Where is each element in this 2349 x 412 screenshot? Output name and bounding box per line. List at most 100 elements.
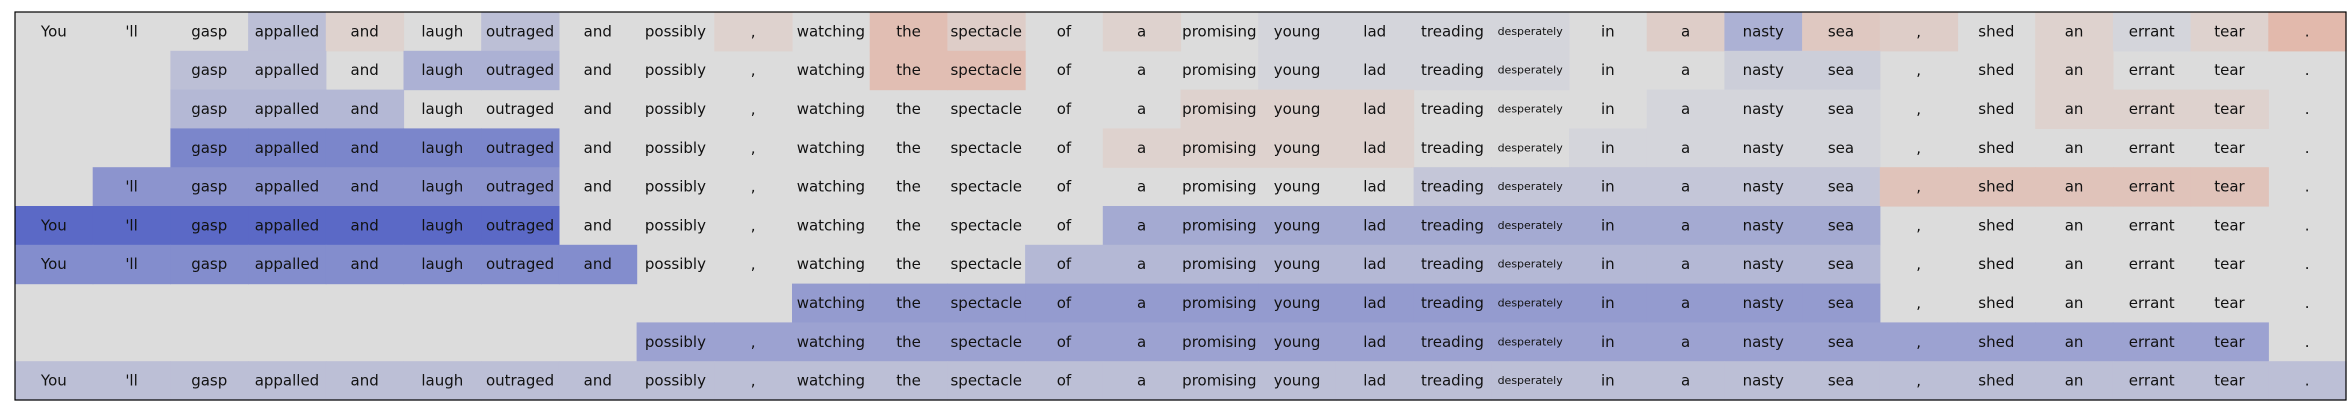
- token-label-r1-c4: and: [351, 61, 379, 79]
- token-label-r9-c1: 'll: [125, 372, 137, 390]
- token-label-r8-c17: lad: [1363, 333, 1386, 351]
- token-label-r3-c18: treading: [1421, 139, 1484, 157]
- heatmap-cell-r9-c20: [1569, 361, 1648, 401]
- token-label-r5-c7: and: [584, 216, 612, 234]
- token-label-r9-c29: .: [2305, 372, 2310, 390]
- token-label-r8-c27: errant: [2129, 333, 2175, 351]
- heatmap-cell-r3-c4: [325, 128, 405, 168]
- token-label-r9-c3: appalled: [255, 372, 320, 390]
- heatmap-cells: [15, 12, 2347, 401]
- token-label-r9-c10: watching: [797, 372, 865, 390]
- token-label-r2-c12: spectacle: [950, 100, 1022, 118]
- heatmap-cell-r4-c23: [1802, 167, 1881, 207]
- token-label-r3-c28: tear: [2214, 139, 2245, 157]
- token-label-r0-c26: an: [2065, 22, 2084, 40]
- heatmap-cell-r1-c22: [1724, 50, 1803, 91]
- heatmap-cell-r7-c10: [792, 283, 871, 323]
- token-label-r1-c19: desperately: [1498, 64, 1564, 77]
- heatmap-cell-r6-c20: [1569, 244, 1648, 285]
- heatmap-cell-r0-c22: [1724, 12, 1803, 52]
- heatmap-cell-r0-c9: [714, 12, 793, 52]
- token-label-r3-c25: shed: [1978, 139, 2014, 157]
- token-label-r5-c13: of: [1057, 216, 1072, 234]
- token-label-r6-c9: ,: [751, 255, 756, 273]
- token-label-r1-c16: young: [1274, 61, 1321, 79]
- token-label-r1-c5: laugh: [421, 61, 463, 79]
- heatmap-cell-r1-c19: [1491, 50, 1570, 91]
- heatmap-cell-r9-c24: [1879, 361, 1959, 401]
- heatmap-cell-r6-c3: [248, 244, 327, 285]
- token-label-r2-c9: ,: [751, 100, 756, 118]
- token-label-r2-c26: an: [2065, 100, 2084, 118]
- token-label-r8-c23: sea: [1828, 333, 1854, 351]
- heatmap-cell-r6-c14: [1102, 244, 1182, 285]
- heatmap-cell-r0-c23: [1802, 12, 1881, 52]
- heatmap-cell-r7-c20: [1569, 283, 1648, 323]
- token-label-r0-c22: nasty: [1743, 22, 1784, 40]
- token-label-r2-c27: errant: [2129, 100, 2175, 118]
- heatmap-cell-r1-c16: [1258, 50, 1337, 91]
- heatmap-cell-r5-c15: [1180, 206, 1259, 246]
- token-label-r6-c21: a: [1681, 255, 1690, 273]
- token-label-r7-c11: the: [896, 294, 921, 312]
- heatmap-cell-r0-c4: [325, 12, 405, 52]
- token-label-r9-c7: and: [584, 372, 612, 390]
- token-label-r7-c28: tear: [2214, 294, 2245, 312]
- heatmap-cell-r9-c25: [1957, 361, 2036, 401]
- token-label-r7-c10: watching: [797, 294, 865, 312]
- token-label-r4-c24: ,: [1916, 178, 1921, 196]
- heatmap-cell-r9-c18: [1413, 361, 1492, 401]
- token-label-r8-c25: shed: [1978, 333, 2014, 351]
- token-label-r0-c20: in: [1601, 22, 1615, 40]
- heatmap-cell-r0-c19: [1491, 12, 1570, 52]
- token-label-r8-c13: of: [1057, 333, 1072, 351]
- token-label-r8-c26: an: [2065, 333, 2084, 351]
- heatmap-cell-r9-c6: [481, 361, 560, 401]
- token-label-r3-c16: young: [1274, 139, 1321, 157]
- token-label-r0-c10: watching: [797, 22, 865, 40]
- heatmap-cell-r1-c6: [481, 50, 560, 91]
- heatmap-cell-r1-c2: [170, 50, 249, 91]
- token-label-r7-c12: spectacle: [950, 294, 1022, 312]
- heatmap-cell-r4-c6: [481, 167, 560, 207]
- token-label-r6-c11: the: [896, 255, 921, 273]
- token-label-r5-c0: You: [40, 216, 67, 234]
- heatmap-cell-r5-c1: [92, 206, 171, 246]
- token-label-r5-c14: a: [1137, 216, 1146, 234]
- token-label-r3-c5: laugh: [421, 139, 463, 157]
- heatmap-cell-r6-c17: [1335, 244, 1415, 285]
- heatmap-cell-r5-c0: [15, 206, 94, 246]
- heatmap-cell-r4-c27: [2112, 167, 2192, 207]
- heatmap-cell-r8-c17: [1335, 322, 1415, 362]
- heatmap-cell-r7-c12: [947, 283, 1026, 323]
- token-label-r3-c17: lad: [1363, 139, 1386, 157]
- token-label-r1-c24: ,: [1916, 61, 1921, 79]
- heatmap-cell-r8-c15: [1180, 322, 1259, 362]
- token-label-r3-c9: ,: [751, 139, 756, 157]
- heatmap-cell-r4-c3: [248, 167, 327, 207]
- token-label-r6-c2: gasp: [191, 255, 227, 273]
- token-label-r7-c23: sea: [1828, 294, 1854, 312]
- token-label-r9-c14: a: [1137, 372, 1146, 390]
- heatmap-cell-r6-c13: [1025, 244, 1104, 285]
- token-label-r5-c24: ,: [1916, 216, 1921, 234]
- token-label-r6-c0: You: [40, 255, 67, 273]
- token-label-r9-c15: promising: [1182, 372, 1256, 390]
- token-label-r6-c1: 'll: [125, 255, 137, 273]
- heatmap-cell-r9-c11: [869, 361, 948, 401]
- token-label-r7-c29: .: [2305, 294, 2310, 312]
- heatmap-cell-r0-c21: [1646, 12, 1725, 52]
- heatmap-cell-r0-c16: [1258, 12, 1337, 52]
- heatmap-cell-r2-c28: [2190, 89, 2269, 129]
- token-label-r1-c26: an: [2065, 61, 2084, 79]
- heatmap-cell-r7-c16: [1258, 283, 1337, 323]
- token-label-r9-c26: an: [2065, 372, 2084, 390]
- token-label-r5-c23: sea: [1828, 216, 1854, 234]
- token-label-r2-c8: possibly: [645, 100, 706, 118]
- heatmap-cell-r5-c18: [1413, 206, 1492, 246]
- token-label-r6-c28: tear: [2214, 255, 2245, 273]
- token-label-r7-c21: a: [1681, 294, 1690, 312]
- token-label-r6-c13: of: [1057, 255, 1072, 273]
- token-label-r3-c20: in: [1601, 139, 1615, 157]
- token-label-r0-c23: sea: [1828, 22, 1854, 40]
